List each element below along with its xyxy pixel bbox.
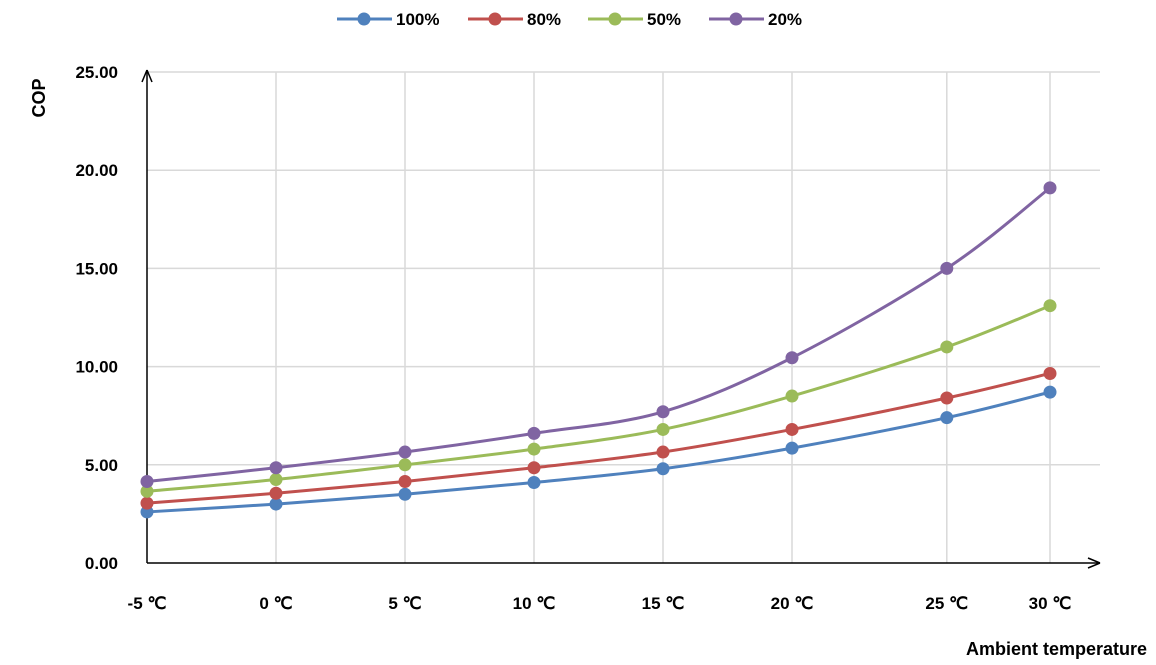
series-line xyxy=(146,186,1051,483)
data-point xyxy=(940,391,954,405)
y-axis-arrowhead xyxy=(141,69,153,83)
series-lines xyxy=(140,181,1057,519)
legend-item: 80% xyxy=(468,10,561,29)
series-50pct xyxy=(140,299,1057,498)
data-point xyxy=(1043,181,1057,195)
legend-swatch-marker xyxy=(488,12,502,26)
legend-label: 20% xyxy=(768,10,802,29)
legend-swatch-marker xyxy=(357,12,371,26)
legend-label: 50% xyxy=(647,10,681,29)
y-tick-label: 5.00 xyxy=(85,456,118,475)
data-point xyxy=(785,422,799,436)
gridlines xyxy=(147,71,1100,563)
data-point xyxy=(1043,385,1057,399)
x-axis-title: Ambient temperature xyxy=(966,639,1147,659)
data-point xyxy=(1043,299,1057,313)
data-point xyxy=(785,389,799,403)
y-tick-label: 15.00 xyxy=(75,259,118,278)
series-20pct xyxy=(140,181,1057,488)
data-point xyxy=(398,487,412,501)
data-point xyxy=(398,474,412,488)
legend-item: 20% xyxy=(709,10,802,29)
data-point xyxy=(656,462,670,476)
data-point xyxy=(527,442,541,456)
x-axis-arrowhead xyxy=(1087,557,1101,569)
x-tick-label: 10 ℃ xyxy=(513,594,556,613)
data-point xyxy=(527,426,541,440)
y-tick-label: 20.00 xyxy=(75,161,118,180)
data-point xyxy=(656,405,670,419)
data-point xyxy=(527,475,541,489)
data-point xyxy=(398,458,412,472)
data-point xyxy=(785,441,799,455)
data-point xyxy=(656,445,670,459)
tick-labels: 0.00 5.00 10.00 15.00 20.00 25.00 -5 ℃ 0 ℃ 5 ℃ 10… xyxy=(75,63,1071,613)
legend-swatch-marker xyxy=(729,12,743,26)
legend-swatch-marker xyxy=(608,12,622,26)
x-tick-label: 25 ℃ xyxy=(925,594,968,613)
x-tick-label: 30 ℃ xyxy=(1029,594,1072,613)
legend-item: 50% xyxy=(588,10,681,29)
x-tick-label: 0 ℃ xyxy=(259,594,292,613)
data-point xyxy=(269,486,283,500)
data-point xyxy=(656,422,670,436)
x-tick-label: 15 ℃ xyxy=(642,594,685,613)
data-point xyxy=(527,461,541,475)
y-tick-label: 0.00 xyxy=(85,554,118,573)
data-point xyxy=(269,497,283,511)
data-point xyxy=(269,473,283,487)
data-point xyxy=(785,351,799,365)
data-point xyxy=(140,484,154,498)
data-point xyxy=(140,496,154,510)
data-point xyxy=(398,445,412,459)
data-point xyxy=(140,474,154,488)
series-100pct xyxy=(140,385,1057,519)
x-tick-label: 5 ℃ xyxy=(388,594,421,613)
data-point xyxy=(940,340,954,354)
series-line xyxy=(146,304,1051,493)
data-point xyxy=(269,461,283,475)
legend-item: 100% xyxy=(337,10,439,29)
data-point xyxy=(940,411,954,425)
data-point xyxy=(1043,366,1057,380)
series-line xyxy=(146,390,1051,514)
data-point xyxy=(940,261,954,275)
legend-label: 80% xyxy=(527,10,561,29)
legend: 100% 80% 50% 20% xyxy=(337,10,802,29)
series-80pct xyxy=(140,366,1057,510)
y-axis-title: COP xyxy=(29,78,49,117)
x-tick-label: 20 ℃ xyxy=(771,594,814,613)
legend-label: 100% xyxy=(396,10,439,29)
y-tick-label: 25.00 xyxy=(75,63,118,82)
y-tick-label: 10.00 xyxy=(75,358,118,377)
series-line xyxy=(146,372,1051,505)
x-tick-label: -5 ℃ xyxy=(128,594,167,613)
